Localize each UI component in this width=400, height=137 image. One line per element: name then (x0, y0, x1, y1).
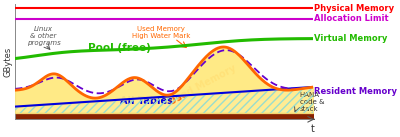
Y-axis label: GBytes: GBytes (4, 46, 12, 77)
Text: Linux
& other
programs: Linux & other programs (27, 26, 60, 46)
Text: Allocation Limit: Allocation Limit (314, 14, 388, 23)
Text: Resident Memory: Resident Memory (314, 87, 396, 96)
Text: Virtual Memory: Virtual Memory (314, 34, 387, 43)
Text: HANA
code &
stack: HANA code & stack (300, 92, 324, 112)
Text: Used Memory: Used Memory (168, 63, 238, 107)
Text: Pool (free): Pool (free) (88, 43, 151, 53)
Text: Physical Memory: Physical Memory (314, 4, 394, 13)
Text: t: t (311, 124, 315, 134)
Text: Used Memory
High Water Mark: Used Memory High Water Mark (132, 26, 190, 39)
Text: All Tables: All Tables (120, 96, 173, 106)
